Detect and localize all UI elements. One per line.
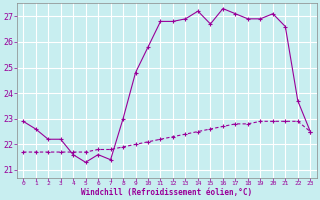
X-axis label: Windchill (Refroidissement éolien,°C): Windchill (Refroidissement éolien,°C) bbox=[81, 188, 252, 197]
